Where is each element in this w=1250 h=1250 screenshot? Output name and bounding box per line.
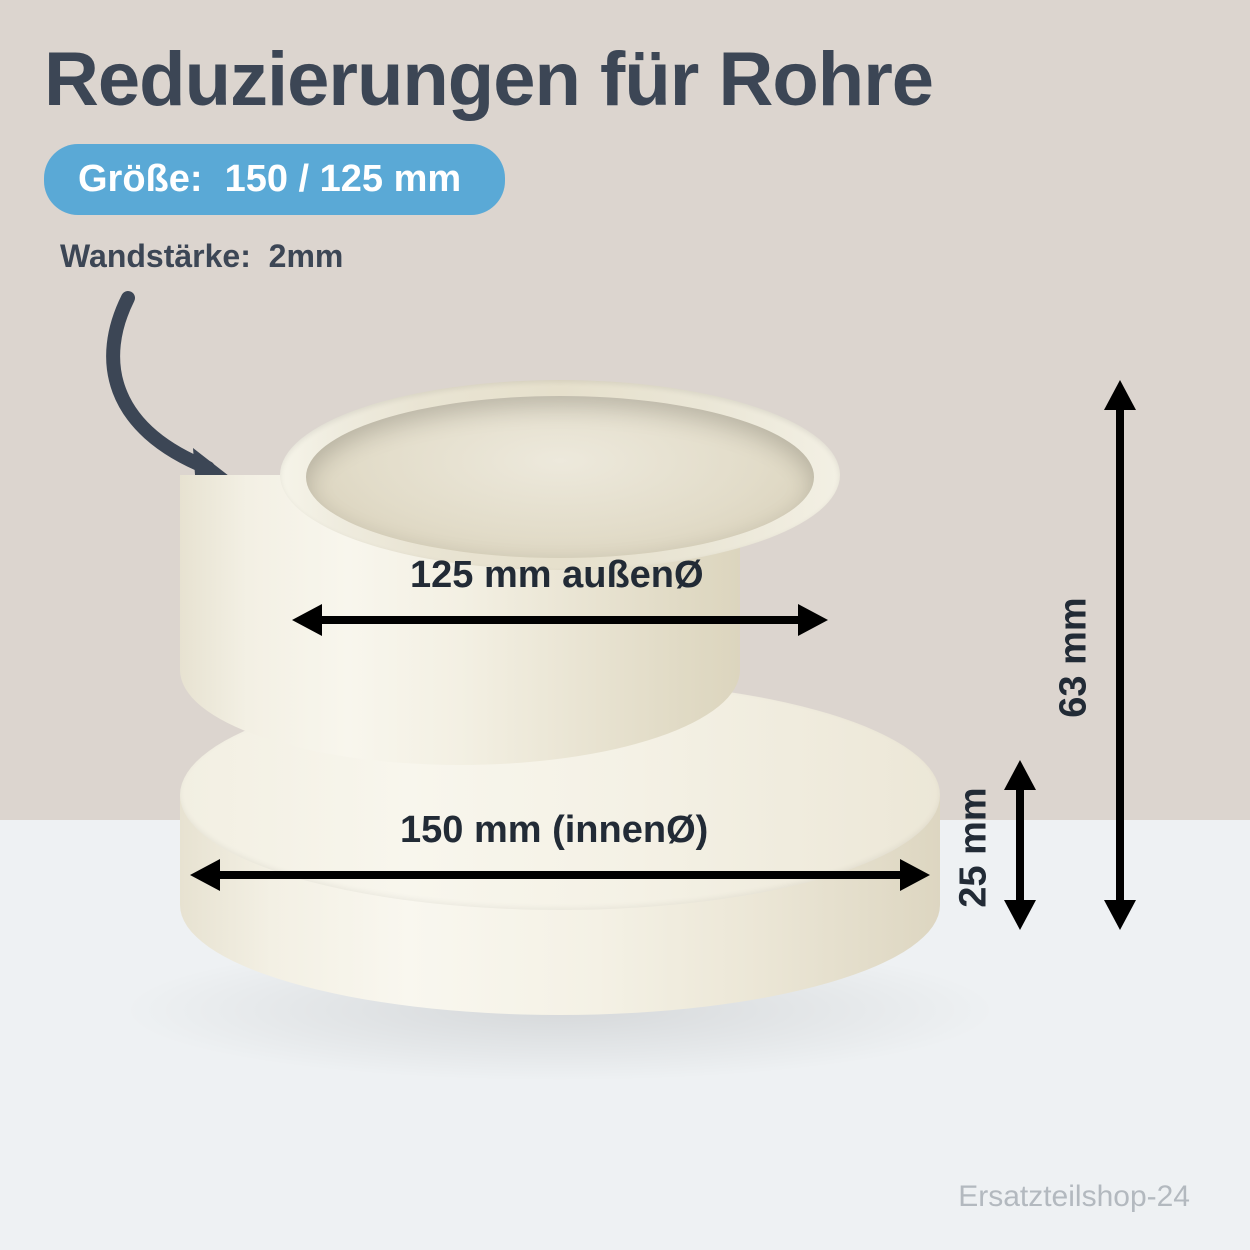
dimension-full-height-label: 63 mm xyxy=(1053,597,1096,717)
arrowhead-down-icon xyxy=(1104,900,1136,930)
dimension-bottom-width-arrow xyxy=(190,855,930,895)
dimension-line xyxy=(220,871,900,879)
wall-thickness: Wandstärke: 2mm xyxy=(60,238,343,275)
arrowhead-left-icon xyxy=(292,604,322,636)
arrowhead-up-icon xyxy=(1104,380,1136,410)
dimension-bottom-width-label: 150 mm (innenØ) xyxy=(400,809,708,852)
arrowhead-up-icon xyxy=(1004,760,1036,790)
watermark: Ersatzteilshop-24 xyxy=(958,1180,1190,1214)
dimension-line xyxy=(1016,790,1024,900)
wall-value: 2mm xyxy=(269,238,344,274)
arrowhead-down-icon xyxy=(1004,900,1036,930)
product-upper-ring xyxy=(280,380,840,700)
dimension-top-width-label: 125 mm außenØ xyxy=(410,554,704,597)
page-title: Reduzierungen für Rohre xyxy=(44,36,933,123)
product-ring-inner xyxy=(306,396,814,558)
dimension-full-height-arrow xyxy=(1100,380,1140,930)
size-pill: Größe: 150 / 125 mm xyxy=(44,144,505,215)
dimension-line xyxy=(322,616,798,624)
dimension-base-height-label: 25 mm xyxy=(953,787,996,907)
size-value: 150 / 125 mm xyxy=(225,158,462,201)
size-label: Größe: xyxy=(78,158,203,201)
wall-label: Wandstärke: xyxy=(60,238,251,274)
arrowhead-left-icon xyxy=(190,859,220,891)
dimension-top-width-arrow xyxy=(292,600,828,640)
dimension-base-height-arrow xyxy=(1000,760,1040,930)
arrowhead-right-icon xyxy=(798,604,828,636)
product-render xyxy=(180,380,940,1020)
dimension-line xyxy=(1116,410,1124,900)
arrowhead-right-icon xyxy=(900,859,930,891)
